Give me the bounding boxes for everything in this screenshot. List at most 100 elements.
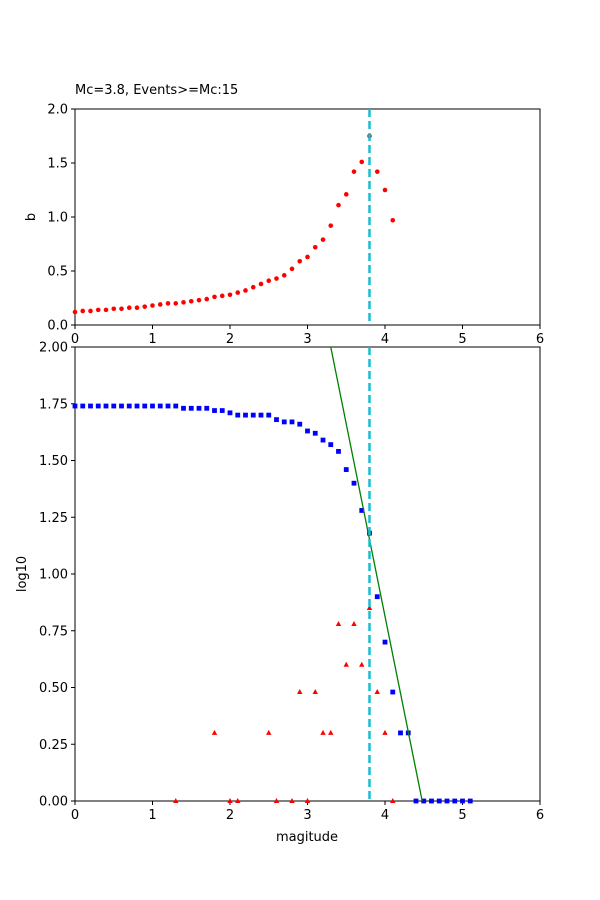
cumulative-point <box>150 403 155 409</box>
cumulative-point <box>413 798 419 804</box>
b-value-point <box>359 159 365 165</box>
noncumulative-point <box>312 689 318 695</box>
cumulative-point <box>398 730 403 736</box>
x-tick-label: 0 <box>71 808 79 823</box>
cumulative-points <box>72 403 473 804</box>
x-tick-label: 3 <box>303 332 311 347</box>
noncumulative-point <box>235 798 241 803</box>
b-value-point <box>336 202 341 208</box>
cumulative-point <box>103 403 109 409</box>
noncumulative-point <box>335 620 342 626</box>
b-value-point <box>126 305 132 311</box>
noncumulative-point <box>359 661 365 667</box>
noncumulative-point <box>304 798 311 803</box>
cumulative-point <box>452 798 458 804</box>
b-value-point <box>204 296 210 302</box>
cumulative-point <box>460 798 465 804</box>
y-tick-label: 0.5 <box>47 265 68 280</box>
b-value-point <box>196 297 202 303</box>
noncumulative-point <box>227 798 233 803</box>
y-tick-label: 1.0 <box>47 211 68 226</box>
b-value-panel: Mc=3.8, Events>=Mc:15 0.0 0.5 1.0 1.5 2.0 0 1… <box>24 83 544 347</box>
x-ticks: 0 1 2 3 4 5 6 <box>71 801 544 823</box>
b-value-point <box>95 307 101 313</box>
cumulative-point <box>173 403 179 409</box>
b-value-point <box>281 273 287 278</box>
plot-frame <box>74 346 541 802</box>
cumulative-point <box>320 437 326 443</box>
b-value-point <box>157 302 163 307</box>
noncumulative-point <box>351 620 357 626</box>
noncumulative-points <box>173 605 396 803</box>
x-tick-label: 4 <box>381 808 389 823</box>
b-value-point <box>328 223 334 228</box>
b-value-point <box>343 192 349 197</box>
y-axis-label: log10 <box>15 556 30 592</box>
cumulative-point <box>204 405 210 411</box>
y-tick-label: 0.25 <box>39 738 68 753</box>
y-tick-label: 1.00 <box>39 568 68 583</box>
x-tick-label: 2 <box>226 332 234 347</box>
x-tick-label: 4 <box>381 332 389 347</box>
noncumulative-point <box>289 798 295 803</box>
y-tick-label: 0.75 <box>39 624 68 639</box>
cumulative-point <box>289 419 295 425</box>
b-value-point <box>188 298 194 304</box>
y-tick-label: 1.75 <box>39 397 68 412</box>
cumulative-point <box>328 442 334 448</box>
cumulative-point <box>126 403 132 409</box>
noncumulative-point <box>390 798 396 803</box>
b-value-point <box>111 306 117 312</box>
frequency-magnitude-panel: 0.00 0.25 0.50 0.75 1.00 1.25 1.50 1.75 2.00 0 1 2… <box>15 341 544 846</box>
cumulative-point <box>336 449 341 454</box>
x-ticks: 0 1 2 3 4 5 6 <box>71 325 544 347</box>
b-value-point <box>250 284 256 290</box>
y-axis-label: b <box>24 213 39 221</box>
b-value-point <box>382 187 388 193</box>
b-value-point <box>173 301 179 306</box>
cumulative-point <box>119 403 124 409</box>
noncumulative-point <box>266 729 272 735</box>
cumulative-point <box>351 480 357 486</box>
b-value-point <box>142 304 148 309</box>
b-value-point <box>274 276 279 281</box>
cumulative-point <box>72 403 78 409</box>
cumulative-point <box>297 421 303 427</box>
x-tick-label: 2 <box>226 808 234 823</box>
cumulative-point <box>181 405 186 411</box>
b-value-point <box>119 306 124 312</box>
y-ticks: 0.0 0.5 1.0 1.5 2.0 <box>47 103 75 334</box>
cumulative-point <box>111 403 117 409</box>
b-value-point <box>103 307 109 313</box>
b-value-point <box>390 217 396 223</box>
y-tick-label: 1.5 <box>47 157 68 172</box>
b-value-point <box>80 308 86 314</box>
y-tick-label: 2.0 <box>47 103 68 118</box>
noncumulative-point <box>374 689 380 695</box>
cumulative-point <box>281 419 287 425</box>
b-value-point <box>243 288 248 293</box>
b-value-point <box>351 169 357 174</box>
cumulative-point <box>312 430 318 436</box>
noncumulative-point <box>211 729 218 735</box>
noncumulative-point <box>320 729 326 735</box>
b-value-point <box>235 290 241 295</box>
cumulative-point <box>227 410 233 416</box>
cumulative-point <box>80 403 86 409</box>
b-value-point <box>258 281 264 287</box>
cumulative-point <box>390 689 396 695</box>
cumulative-point <box>266 412 272 418</box>
y-tick-label: 0.00 <box>39 795 68 810</box>
x-tick-label: 5 <box>458 332 466 347</box>
cumulative-point <box>343 467 349 472</box>
cumulative-point <box>467 798 473 804</box>
panel-title: Mc=3.8, Events>=Mc:15 <box>75 83 238 98</box>
cumulative-point <box>421 798 427 804</box>
noncumulative-point <box>273 798 280 803</box>
x-tick-label: 6 <box>536 332 544 347</box>
b-value-point <box>289 266 295 272</box>
b-value-point <box>227 292 233 298</box>
x-tick-label: 5 <box>458 808 466 823</box>
cumulative-point <box>134 403 140 409</box>
